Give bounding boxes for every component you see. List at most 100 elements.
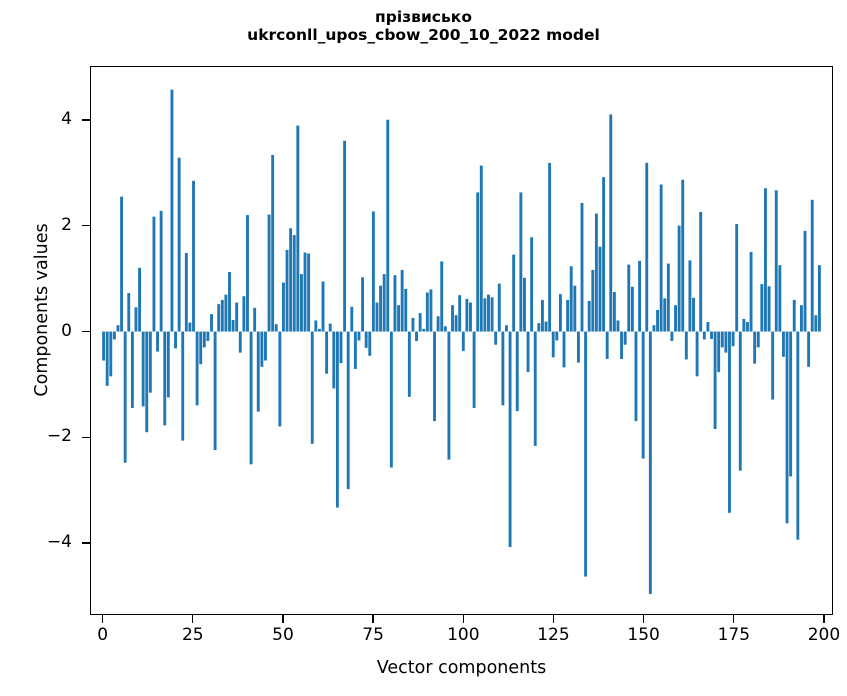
bar (584, 331, 588, 577)
bar (382, 274, 386, 332)
bar (778, 265, 782, 332)
bar (684, 331, 688, 360)
bar (465, 298, 469, 332)
x-tick-mark (642, 615, 645, 623)
bar (443, 326, 447, 332)
bar (501, 331, 505, 406)
bar (102, 331, 106, 361)
bar (282, 282, 285, 332)
bar (634, 331, 638, 422)
bar (688, 260, 692, 332)
bar (400, 269, 404, 332)
bar (454, 315, 458, 332)
bar (814, 315, 818, 332)
bar (505, 325, 508, 332)
bar (217, 304, 221, 332)
bar (123, 331, 127, 463)
bar (699, 211, 703, 332)
bar (220, 299, 224, 332)
bar (731, 331, 735, 347)
bar (692, 297, 695, 332)
bar (749, 251, 753, 332)
bar (659, 184, 663, 332)
x-axis-label: Vector components (376, 658, 547, 678)
bar (256, 331, 260, 412)
bar (803, 230, 807, 332)
bar (551, 331, 555, 358)
x-tick-label: 25 (181, 625, 204, 645)
x-tick-label: 150 (627, 625, 660, 645)
bar (184, 253, 188, 332)
bar (508, 331, 512, 548)
y-tick-label: 4 (61, 108, 72, 129)
x-tick-label: 100 (447, 625, 480, 645)
bar (422, 328, 426, 332)
bar (386, 119, 390, 332)
bar (332, 331, 336, 389)
bar (138, 267, 142, 332)
bar (670, 331, 674, 342)
x-tick-mark (552, 615, 555, 623)
bar (246, 215, 249, 332)
chart-title: прізвисько ukrconll_upos_cbow_200_10_202… (0, 8, 847, 45)
bar (156, 331, 159, 352)
bar (472, 331, 476, 408)
x-tick-label: 0 (97, 625, 109, 645)
bar (210, 314, 213, 332)
y-tick-mark (82, 119, 90, 121)
bar (267, 214, 271, 332)
bar (695, 331, 699, 377)
bar (195, 331, 199, 406)
bar (483, 298, 487, 332)
x-tick-mark (192, 615, 194, 623)
bar (746, 322, 749, 332)
bar (785, 331, 789, 524)
bar (576, 331, 580, 363)
x-tick-mark (823, 615, 825, 623)
bar (566, 299, 570, 332)
bar (605, 331, 609, 359)
bar (735, 224, 739, 332)
x-tick-mark (462, 615, 464, 623)
bar (587, 300, 591, 332)
bar (303, 252, 307, 332)
bar (515, 331, 519, 412)
bar (314, 320, 318, 332)
bar (206, 331, 210, 342)
bar (530, 237, 534, 332)
bar (663, 298, 667, 332)
bar (648, 331, 652, 594)
bar (760, 284, 764, 332)
bar (224, 294, 228, 332)
x-tick-label: 200 (807, 625, 841, 645)
bar (523, 277, 526, 332)
bar (591, 269, 595, 332)
bar (810, 199, 814, 332)
y-tick-mark (82, 436, 90, 438)
bar (544, 321, 548, 332)
bar (415, 331, 418, 342)
bar (393, 275, 397, 332)
bar (418, 313, 422, 332)
bar (321, 281, 325, 332)
bar (602, 177, 606, 332)
bar (627, 264, 631, 332)
bar (774, 190, 778, 332)
y-tick-label: 2 (61, 214, 72, 235)
bar (612, 292, 616, 332)
bar (116, 325, 120, 332)
bar (260, 331, 264, 367)
bar (379, 285, 383, 332)
bar (526, 331, 530, 373)
bar (623, 331, 627, 345)
bar (274, 324, 278, 332)
bar (580, 202, 584, 332)
bar (364, 331, 368, 348)
bar (717, 331, 721, 373)
bar (756, 331, 760, 348)
bar (792, 299, 796, 332)
bar (436, 316, 440, 332)
bar (278, 331, 282, 427)
x-tick-label: 175 (717, 625, 751, 645)
